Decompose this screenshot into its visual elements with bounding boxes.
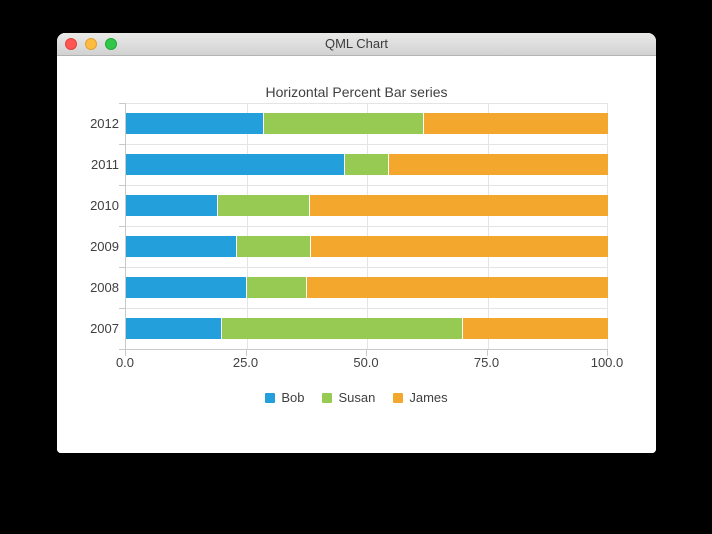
x-axis-label-75.0: 75.0 — [473, 355, 500, 370]
legend-item-susan: Susan — [322, 390, 375, 405]
x-axis-tick — [366, 350, 367, 356]
y-axis-label-2007: 2007 — [90, 321, 119, 336]
window-title: QML Chart — [324, 36, 389, 51]
horizontal-gridline — [126, 267, 608, 268]
x-axis-label-50.0: 50.0 — [353, 355, 379, 370]
bar-row-2012 — [126, 113, 608, 134]
y-axis-tick — [119, 267, 125, 268]
x-axis-label-0.0: 0.0 — [115, 355, 135, 370]
traffic-lights — [65, 33, 117, 55]
x-axis-tick — [245, 350, 247, 356]
horizontal-gridline — [126, 103, 608, 104]
zoom-button[interactable] — [105, 38, 117, 50]
bar-segment-bob-2011 — [126, 154, 346, 175]
chart-view: Horizontal Percent Bar series 2012 2011 20… — [57, 56, 656, 453]
titlebar[interactable]: QML Chart — [57, 33, 656, 56]
bar-segment-james-2007 — [463, 318, 608, 339]
bar-segment-james-2012 — [424, 113, 608, 134]
close-button[interactable] — [65, 38, 77, 50]
bar-row-2008 — [126, 277, 608, 298]
legend-item-james: James — [393, 390, 448, 405]
x-axis-label-25.0: 25.0 — [232, 355, 259, 370]
horizontal-gridline — [126, 144, 608, 145]
y-axis-tick — [119, 226, 125, 227]
y-axis-tick — [119, 144, 125, 145]
legend-marker-susan-icon — [322, 392, 333, 403]
legend-label-james: James — [409, 390, 448, 405]
x-axis-label-100.0: 100.0 — [590, 355, 624, 370]
legend-marker-bob-icon — [265, 392, 276, 403]
bar-row-2007 — [126, 318, 608, 339]
bar-segment-susan-2008 — [246, 277, 307, 298]
chart-title: Horizontal Percent Bar series — [265, 84, 448, 100]
y-axis-label-2010: 2010 — [90, 198, 119, 213]
y-axis-label-2011: 2011 — [91, 157, 119, 172]
bar-segment-james-2011 — [388, 154, 608, 175]
bar-segment-james-2008 — [306, 277, 608, 298]
legend-label-susan: Susan — [338, 390, 376, 405]
bar-segment-susan-2010 — [217, 195, 310, 216]
legend-item-bob: Bob — [265, 390, 304, 405]
y-axis-label-2008: 2008 — [90, 280, 119, 295]
bar-segment-bob-2012 — [126, 113, 264, 134]
legend: Bob Susan James — [57, 390, 656, 405]
bar-segment-susan-2012 — [263, 113, 425, 134]
legend-label-bob: Bob — [281, 390, 305, 405]
bar-segment-bob-2008 — [126, 277, 247, 298]
x-axis-tick — [125, 350, 126, 356]
bar-segment-susan-2011 — [345, 154, 389, 175]
bar-segment-james-2010 — [309, 195, 608, 216]
legend-marker-james-icon — [393, 392, 404, 403]
qml-chart-window: QML Chart Horizontal Percent Bar series … — [57, 33, 656, 453]
x-axis-tick — [607, 350, 608, 356]
horizontal-gridline — [126, 308, 608, 309]
bar-segment-bob-2007 — [126, 318, 223, 339]
horizontal-gridline — [126, 226, 608, 227]
bar-segment-susan-2007 — [222, 318, 464, 339]
bar-row-2011 — [126, 154, 608, 175]
y-axis-tick — [119, 103, 125, 104]
y-axis-tick — [119, 308, 125, 309]
bar-segment-bob-2009 — [126, 236, 238, 257]
bar-row-2010 — [126, 195, 608, 216]
bar-segment-bob-2010 — [126, 195, 218, 216]
y-axis-tick — [119, 349, 125, 350]
y-axis-label-2009: 2009 — [90, 239, 119, 254]
y-axis-tick — [119, 185, 125, 186]
plot-area — [125, 103, 608, 350]
y-axis-label-2012: 2012 — [90, 116, 119, 131]
bar-segment-susan-2009 — [237, 236, 312, 257]
bar-row-2009 — [126, 236, 608, 257]
x-axis-tick — [486, 350, 488, 356]
minimize-button[interactable] — [85, 38, 97, 50]
bar-segment-james-2009 — [311, 236, 608, 257]
horizontal-gridline — [126, 185, 608, 186]
